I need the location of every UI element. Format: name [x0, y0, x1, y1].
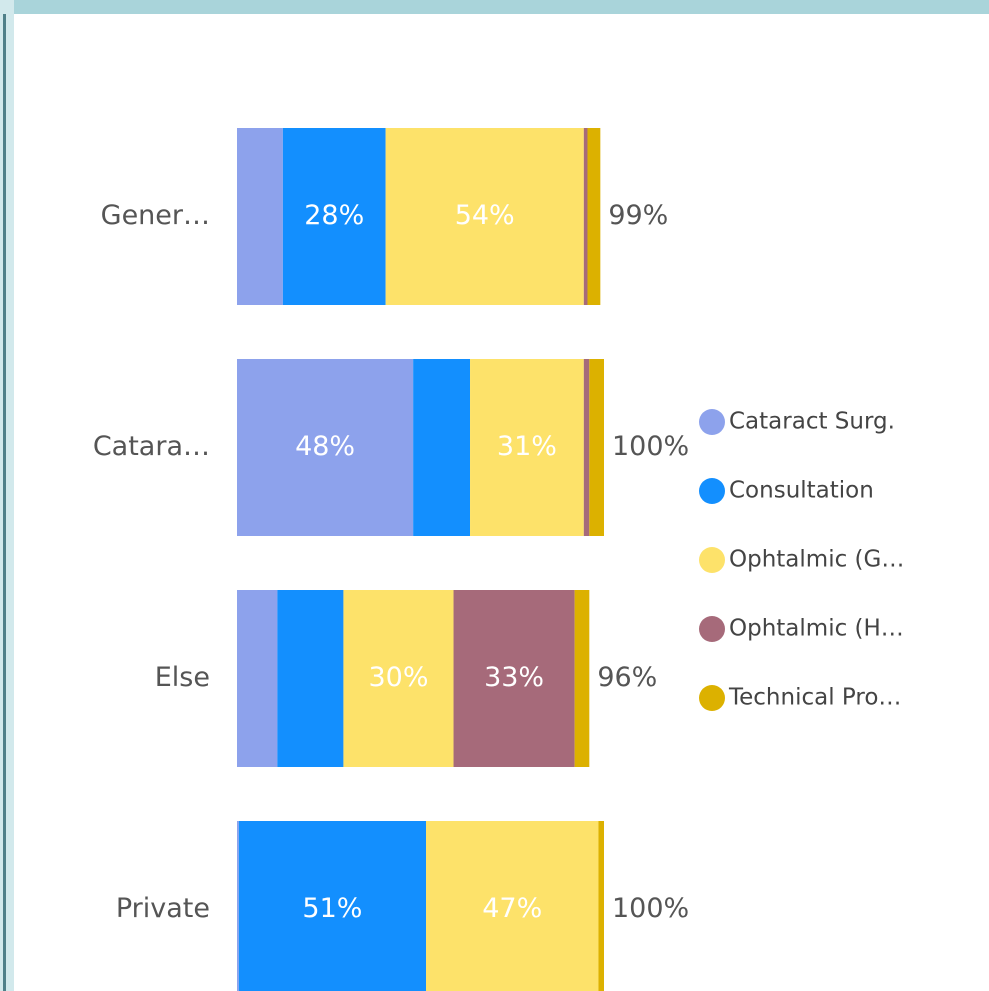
legend-label: Ophtalmic (H…: [729, 616, 904, 642]
bar-segment: [589, 359, 604, 536]
legend-marker: [699, 409, 725, 435]
data-label: 31%: [497, 431, 557, 462]
category-label: Catara…: [93, 431, 210, 462]
bar-segment: [426, 821, 599, 991]
data-label: 28%: [304, 200, 364, 231]
total-label: 100%: [612, 893, 689, 924]
total-label: 96%: [597, 662, 657, 693]
bar-segment: [413, 359, 471, 536]
bar-segment: [282, 128, 386, 305]
bar-segment: [587, 128, 601, 305]
legend-label: Consultation: [729, 478, 874, 504]
top-band: [0, 0, 989, 14]
data-label: 47%: [482, 893, 542, 924]
category-label: Else: [155, 662, 210, 693]
data-label: 54%: [455, 200, 515, 231]
bar-segment: [453, 590, 575, 767]
data-label: 30%: [368, 662, 428, 693]
bar-segment: [598, 821, 604, 991]
bar-segment: [237, 821, 239, 991]
bar-segment: [237, 590, 278, 767]
category-label: Gener…: [101, 200, 210, 231]
legend-label: Technical Pro…: [728, 685, 901, 711]
bar-segment: [385, 128, 584, 305]
data-label: 48%: [295, 431, 355, 462]
bar-segment: [470, 359, 584, 536]
legend-marker: [699, 547, 725, 573]
category-label: Private: [116, 893, 210, 924]
bar-segment: [237, 128, 283, 305]
bar-segment: [343, 590, 454, 767]
bar-segment: [583, 128, 588, 305]
plot: Gener… 28% 54% 99% Catara… 48% 31% 100% Else 30% 3…: [93, 128, 904, 991]
total-label: 100%: [612, 431, 689, 462]
bar-segment: [574, 590, 590, 767]
data-label: 33%: [484, 662, 544, 693]
data-label: 51%: [302, 893, 362, 924]
legend-marker: [699, 685, 725, 711]
legend-label: Cataract Surg.: [729, 409, 895, 435]
bar-segment: [277, 590, 344, 767]
legend-marker: [699, 478, 725, 504]
bar-segment: [237, 359, 414, 536]
left-band: [0, 0, 14, 991]
legend-marker: [699, 616, 725, 642]
legend-label: Ophtalmic (G…: [729, 547, 904, 573]
left-edge: [3, 14, 6, 991]
total-label: 99%: [608, 200, 668, 231]
bar-segment: [583, 359, 590, 536]
bar-segment: [238, 821, 427, 991]
